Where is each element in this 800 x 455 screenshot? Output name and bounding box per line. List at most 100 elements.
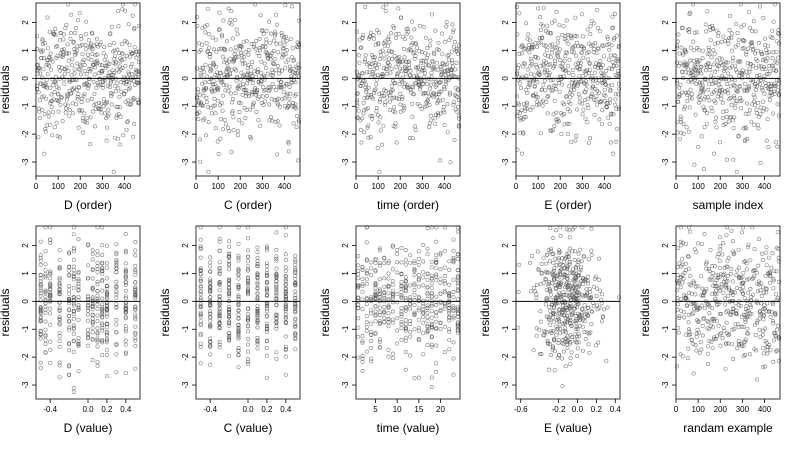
data-point [387, 40, 392, 45]
data-point [570, 285, 575, 290]
data-point [675, 119, 680, 124]
data-point [217, 288, 222, 293]
data-point [123, 309, 128, 314]
data-point [76, 67, 81, 72]
data-point [399, 283, 404, 288]
data-point [104, 336, 109, 341]
data-point [255, 312, 260, 317]
y-tick-label: 2 [21, 20, 30, 25]
data-point [37, 109, 42, 114]
data-point [401, 103, 406, 108]
data-point [557, 307, 562, 312]
points-group [34, 2, 142, 174]
data-point [436, 47, 441, 52]
data-point [573, 138, 578, 143]
data-point [226, 6, 231, 11]
data-point [613, 102, 618, 107]
data-point [373, 291, 378, 296]
data-point [246, 359, 251, 364]
data-point [711, 75, 716, 80]
data-point [227, 279, 232, 284]
y-tick-label: -1 [181, 325, 190, 333]
data-point [57, 266, 62, 271]
data-point [423, 35, 428, 40]
data-point [681, 131, 686, 136]
data-point [393, 81, 398, 86]
data-point [230, 109, 235, 114]
data-point [416, 306, 421, 311]
data-point [724, 341, 729, 346]
data-point [408, 334, 413, 339]
data-point [361, 100, 366, 105]
data-point [579, 259, 584, 264]
data-point [609, 43, 614, 48]
data-point [419, 58, 424, 63]
data-point [227, 333, 232, 338]
data-point [100, 243, 105, 248]
data-point [425, 285, 430, 290]
data-point [293, 70, 298, 75]
data-point [217, 339, 222, 344]
data-point [589, 94, 594, 99]
data-point [270, 70, 275, 75]
data-point [390, 309, 395, 314]
data-point [544, 296, 549, 301]
data-point [548, 289, 553, 294]
data-point [81, 94, 86, 99]
data-point [199, 100, 204, 105]
data-point [74, 48, 79, 53]
data-point [236, 331, 241, 336]
data-point [554, 263, 559, 268]
data-point [600, 315, 605, 320]
data-point [567, 235, 572, 240]
data-point [195, 66, 200, 71]
data-point [612, 36, 617, 41]
data-point [364, 257, 369, 262]
data-point [96, 83, 101, 88]
data-point [202, 116, 207, 121]
data-point [455, 109, 460, 114]
data-point [54, 120, 59, 125]
data-point [770, 35, 775, 40]
data-point [246, 342, 251, 347]
data-point [754, 107, 759, 112]
data-point [573, 288, 578, 293]
data-point [594, 102, 599, 107]
data-point [693, 284, 698, 289]
data-point [714, 334, 719, 339]
data-point [592, 97, 597, 102]
data-point [227, 323, 232, 328]
data-point [369, 266, 374, 271]
y-axis-label: residuals [0, 288, 12, 336]
data-point [436, 41, 441, 46]
data-point [581, 55, 586, 60]
data-point [451, 340, 456, 345]
data-point [104, 338, 109, 343]
data-point [567, 121, 572, 126]
data-point [712, 151, 717, 156]
data-point [37, 98, 42, 103]
data-point [747, 108, 752, 113]
data-point [125, 79, 130, 84]
data-point [120, 51, 125, 56]
data-point [592, 284, 597, 289]
data-point [416, 375, 421, 380]
data-point [71, 246, 76, 251]
data-point [603, 82, 608, 87]
data-point [547, 308, 552, 313]
data-point [595, 46, 600, 51]
y-tick-label: 2 [341, 243, 350, 248]
data-point [608, 87, 613, 92]
data-point [76, 277, 81, 282]
data-point [765, 345, 770, 350]
data-point [408, 260, 413, 265]
data-point [555, 274, 560, 279]
data-point [428, 77, 433, 82]
data-point [90, 296, 95, 301]
data-point [90, 316, 95, 321]
data-point [280, 96, 285, 101]
data-point [127, 43, 132, 48]
data-point [562, 266, 567, 271]
data-point [711, 48, 716, 53]
data-point [736, 133, 741, 138]
